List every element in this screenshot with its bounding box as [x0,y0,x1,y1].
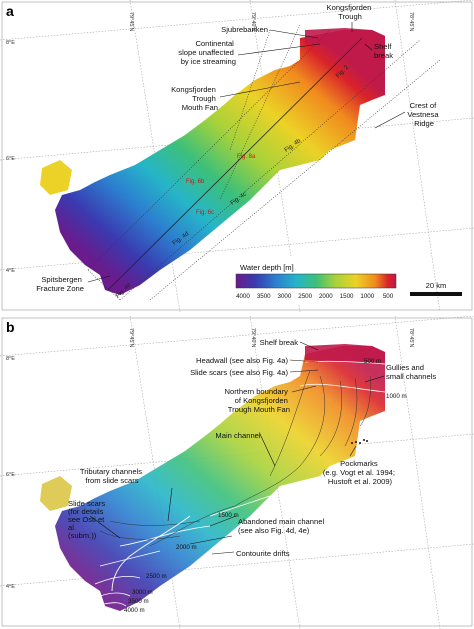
contour-label-2000: 2000 m [176,544,197,551]
label-slide-scars-top: Slide scars (see also Fig. 4a) [190,368,288,377]
contour-label-1500: 1500 m [218,512,239,519]
contour-label-4000: 4000 m [124,607,145,614]
label-shelf-break-a: Shelf break [374,42,393,60]
panel-a-map: Fig. 2 Fig. 4b Fig. 8a Fig. 4c Fig. 6b F… [0,0,474,312]
legend-tick-label: 1500 [340,293,354,300]
label-crest-vestnesa: Crest of Vestnesa Ridge [407,101,440,128]
depth-legend: Water depth [m] 4000 3500 3000 2500 2000 1500… [231,257,403,305]
label-shelf-break-b: Shelf break [260,338,299,347]
legend-tick-label: 4000 [236,293,250,300]
lon-label: 8°E [6,356,15,362]
lon-label: 4°E [6,268,15,274]
contour-lines-b [94,360,386,607]
scale-bar: 20 km [410,281,462,296]
contour-label-3000: 3000 m [132,589,153,596]
label-spitsbergen-fz: Spitsbergen Fracture Zone [36,275,84,293]
bathymetry-surface-b [55,346,385,611]
label-northern-boundary: Northern boundary of Kongsfjorden Trough… [225,387,290,414]
legend-tick-label: 2500 [298,293,312,300]
label-kongsfjorden-trough: Kongsfjorden Trough [327,3,374,21]
lon-label: 8°E [6,40,15,46]
legend-tick-label: 3500 [257,293,271,300]
shelf-red-b [305,344,385,364]
isolated-patch-a [40,160,72,195]
fig-ref-8a[interactable]: Fig. 8a [237,154,256,160]
contour-label-500: 500 m [364,358,381,365]
lat-label: 79°45'N [128,328,134,347]
lat-label: 78°45'N [408,12,414,31]
pockmarks-dots [351,439,368,444]
contour-labels: 500 m 1000 m 1500 m 2000 m 2500 m 3000 m… [124,358,407,614]
label-trough-mouth-fan: Kongsfjorden Trough Mouth Fan [171,85,218,112]
lat-label: 79°45'N [128,12,134,31]
lon-label: 6°E [6,156,15,162]
channels-b [99,370,371,547]
shelf-red-a [305,28,385,48]
lon-label: 4°E [6,584,15,590]
label-main-channel: Main channel [215,431,260,440]
leader-lines-a [87,22,406,283]
lat-label: 79°40'N [250,328,256,347]
legend-tick-label: 2000 [319,293,333,300]
contour-label-1000: 1000 m [386,393,407,400]
legend-tick-label: 1000 [360,293,374,300]
profile-line-a [107,37,363,291]
label-headwall: Headwall (see also Fig. 4a) [196,356,288,365]
contour-label-3500: 3500 m [128,598,149,605]
fig-ref-6c[interactable]: Fig. 6c [196,210,214,216]
isolated-patch-b [40,476,72,511]
label-gullies: Gullies and small channels [386,363,436,381]
fig-ref-6b[interactable]: Fig. 6b [186,179,205,185]
lon-label: 6°E [6,472,15,478]
panel-b-svg: 79°45'N 79°40'N 78°45'N 8°E 6°E 4°E b Sh… [0,316,474,629]
coord-labels-b: 79°45'N 79°40'N 78°45'N 8°E 6°E 4°E [6,328,414,590]
lat-label: 79°40'N [250,12,256,31]
label-slide-scars-left: Slide scars (for details see Osti et al.… [68,499,107,540]
label-continental-slope: Continental slope unaffected by ice stre… [178,39,236,66]
label-tributary: Tributary channels from slide scars [80,467,144,485]
legend-colorbar [235,273,397,289]
panel-label-a: a [6,3,14,19]
legend-tick-label: 500 [383,293,394,300]
panel-label-b: b [6,319,15,335]
label-pockmarks: Pockmarks (e.g. Vogt et al. 1994; Hustof… [323,459,397,486]
dotted-outlines-a [87,24,441,301]
lat-label: 78°45'N [408,328,414,347]
label-sjubrebanken: Sjubrebanken [221,25,268,34]
label-abandoned: Abandoned main channel (see also Fig. 4d… [238,517,326,535]
bathymetry-surface-a [55,30,385,295]
leader-lines-b [89,341,385,555]
panel-a-svg: Fig. 2 Fig. 4b Fig. 8a Fig. 4c Fig. 6b F… [0,0,474,312]
contour-label-2500: 2500 m [146,573,167,580]
abandoned-channel-b [111,515,191,592]
coord-labels-a: 79°45'N 79°40'N 78°45'N 8°E 6°E 4°E [6,12,414,274]
panel-b-map: 79°45'N 79°40'N 78°45'N 8°E 6°E 4°E b Sh… [0,316,474,629]
scale-label: 20 km [426,281,447,290]
label-contourite: Contourite drifts [236,549,290,558]
legend-title: Water depth [m] [240,263,294,272]
legend-tick-label: 3000 [278,293,292,300]
